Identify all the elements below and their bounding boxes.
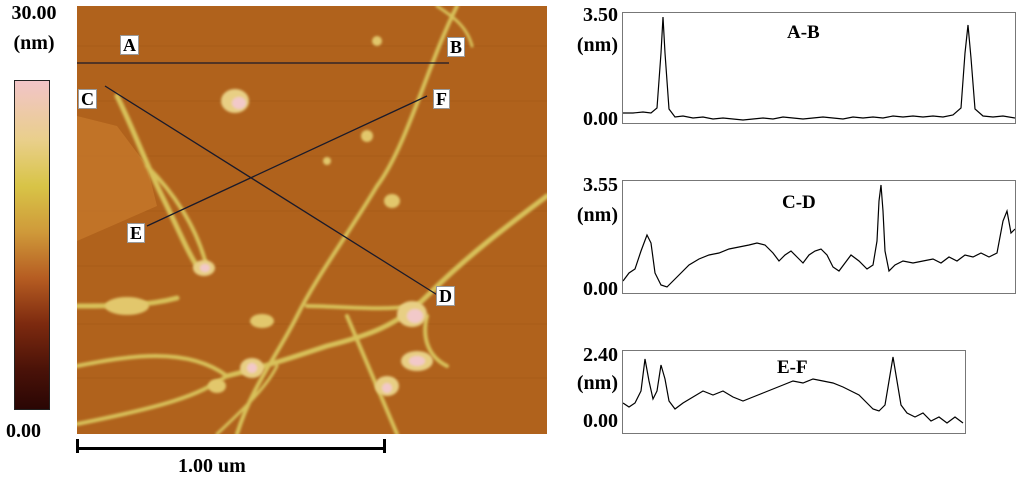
point-label-e: E: [127, 223, 146, 243]
height-colorbar: [14, 80, 50, 410]
profile-ab-max-label: 3.50: [583, 4, 618, 26]
colorbar-max-label: 30.00: [11, 2, 57, 24]
point-label-a: A: [120, 35, 139, 55]
profile-ab-min-label: 0.00: [583, 108, 618, 130]
profile-ef-min-label: 0.00: [583, 410, 618, 432]
profile-ab-unit-label: (nm): [576, 34, 618, 56]
profile-ab-plot: [622, 12, 1016, 124]
point-label-d: D: [436, 286, 455, 306]
colorbar-min-label: 0.00: [6, 420, 41, 442]
profile-cd-max-label: 3.55: [583, 174, 618, 196]
profile-ef-trace: [622, 356, 964, 424]
profile-line-e-f: [146, 95, 428, 227]
scan-background: [77, 6, 547, 434]
profile-cd-trace: [622, 184, 1016, 288]
profile-cd-title: C-D: [782, 192, 816, 213]
colorbar-unit-label: (nm): [13, 32, 55, 54]
point-label-f: F: [433, 89, 450, 109]
profile-cd-unit-label: (nm): [576, 204, 618, 226]
profile-ab-trace: [623, 16, 1016, 121]
point-label-b: B: [447, 37, 466, 57]
scale-bar-label: 1.00 um: [178, 455, 246, 477]
scale-bar: [76, 439, 386, 453]
profile-ef-title: E-F: [777, 357, 808, 378]
profile-ef-unit-label: (nm): [576, 372, 618, 394]
afm-height-image: [77, 6, 547, 434]
profile-ef-max-label: 2.40: [583, 344, 618, 366]
profile-ab-title: A-B: [787, 22, 820, 43]
profile-cd-plot: [622, 180, 1016, 294]
profile-cd-min-label: 0.00: [583, 278, 618, 300]
point-label-c: C: [78, 89, 97, 109]
profile-ef-plot: [622, 350, 966, 434]
profile-line-c-d: [104, 85, 440, 297]
